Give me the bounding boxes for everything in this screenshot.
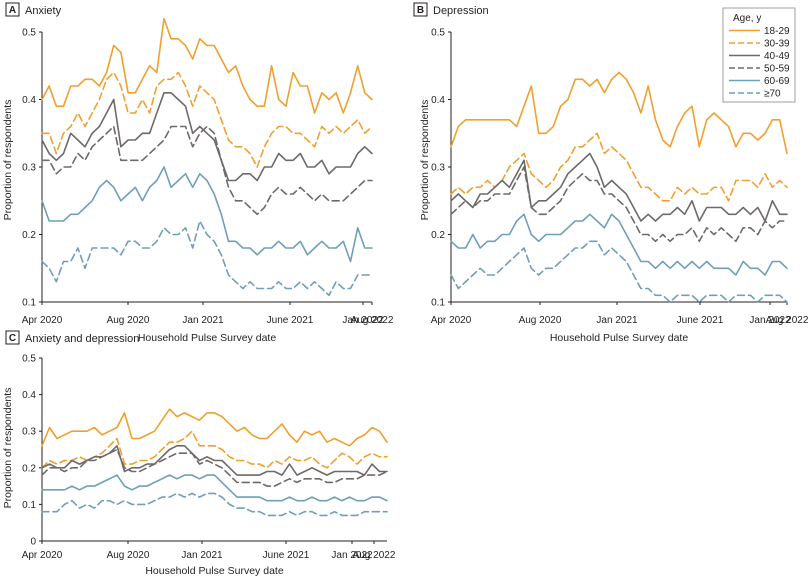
series-line-6	[41, 220, 373, 297]
y-tick-label: 0	[30, 537, 36, 548]
y-tick-label: 0.1	[22, 500, 36, 511]
x-tick-label: Jan 2022	[342, 315, 384, 326]
x-tick-label: Jan 2021	[596, 315, 638, 326]
legend-title: Age, y	[733, 13, 761, 24]
panel-title: Anxiety and depression	[25, 333, 139, 345]
y-tick-label: 0.2	[22, 463, 36, 474]
y-tick-label: 0.1	[431, 298, 445, 309]
x-tick-label: Aug 2022	[353, 550, 396, 561]
panel-c: C Anxiety and depression 0 0.1 0.2 0.3 0.4 0.5 A…	[2, 330, 396, 577]
x-tick-label: Apr 2020	[22, 550, 63, 561]
series-line-5	[41, 166, 373, 263]
panel-b: B Depression 0.1 0.2 0.3 0.4 0.5 Apr 2020 Aug 20…	[413, 2, 809, 344]
panel-badge: C	[5, 330, 20, 345]
series-line-5	[450, 213, 788, 276]
y-tick-label: 0.2	[22, 230, 36, 241]
x-tick-label: Aug 2020	[107, 550, 150, 561]
y-tick-label: 0.4	[22, 390, 36, 401]
panel-a: A Anxiety 0.1 0.2 0.3 0.4 0.5 Apr 2020 Aug 2020 J…	[2, 2, 394, 344]
y-tick-label: 0.3	[22, 427, 36, 438]
series-line-3	[450, 152, 788, 222]
series-line-3	[41, 444, 388, 476]
y-tick-label: 0.5	[431, 28, 445, 39]
y-tick-label: 0.2	[431, 230, 445, 241]
x-tick-label: Jan 2021	[181, 550, 223, 561]
badge-letter: A	[9, 5, 16, 16]
badge-frame	[5, 330, 20, 345]
legend-label: 60-69	[764, 76, 790, 87]
y-tick-label: 0.3	[431, 163, 445, 174]
x-tick-label: June 2021	[263, 550, 310, 561]
y-tick-label: 0.5	[22, 28, 36, 39]
series-line-2	[450, 132, 788, 202]
panel-title: Anxiety	[25, 5, 62, 17]
series-line-2	[41, 71, 373, 168]
series-line-4	[41, 125, 373, 216]
y-axis-title: Proportion of respondents	[2, 388, 14, 509]
y-tick-label: 0.4	[22, 95, 36, 106]
y-tick-label: 0.4	[431, 95, 445, 106]
x-tick-label: June 2021	[267, 315, 314, 326]
series-line-1	[450, 71, 788, 155]
y-tick-label: 0.5	[22, 354, 36, 365]
x-tick-label: Apr 2020	[431, 315, 472, 326]
series-line-4	[41, 448, 388, 487]
badge-letter: B	[417, 5, 424, 16]
x-tick-label: Aug 2022	[351, 315, 394, 326]
panel-badge: B	[413, 2, 428, 17]
legend-label: 50-59	[764, 64, 790, 75]
y-axis-title: Proportion of respondents	[419, 100, 431, 221]
x-axis-title: Household Pulse Survey date	[550, 332, 688, 344]
series-line-2	[41, 430, 388, 469]
x-tick-label: Aug 2020	[519, 315, 562, 326]
x-tick-label: Aug 2020	[107, 315, 150, 326]
x-tick-label: Jan 2022	[749, 315, 791, 326]
legend-label: 30-39	[764, 39, 790, 50]
x-axis-title: Household Pulse Survey date	[145, 565, 283, 577]
legend-label: 40-49	[764, 51, 790, 62]
badge-frame	[5, 2, 20, 17]
series-line-1	[41, 17, 373, 114]
series-line-5	[41, 474, 388, 502]
badge-letter: C	[9, 333, 16, 344]
x-tick-label: Jan 2022	[331, 550, 373, 561]
badge-frame	[413, 2, 428, 17]
series-line-1	[41, 408, 388, 447]
series-line-6	[41, 492, 388, 517]
x-tick-label: Aug 2022	[766, 315, 809, 326]
y-tick-label: 0.3	[22, 163, 36, 174]
legend-label: 18-29	[764, 26, 790, 37]
y-axis-title: Proportion of respondents	[2, 100, 14, 221]
series-line-6	[450, 240, 788, 303]
series-line-3	[41, 92, 373, 182]
panel-badge: A	[5, 2, 20, 17]
legend-label: ≥70	[764, 89, 781, 100]
y-tick-label: 0.1	[22, 298, 36, 309]
panel-title: Depression	[433, 5, 489, 17]
x-tick-label: June 2021	[677, 315, 724, 326]
x-axis-title: Household Pulse Survey date	[138, 332, 276, 344]
x-tick-label: Apr 2020	[22, 315, 63, 326]
x-tick-label: Jan 2021	[182, 315, 224, 326]
series-line-4	[450, 166, 788, 243]
